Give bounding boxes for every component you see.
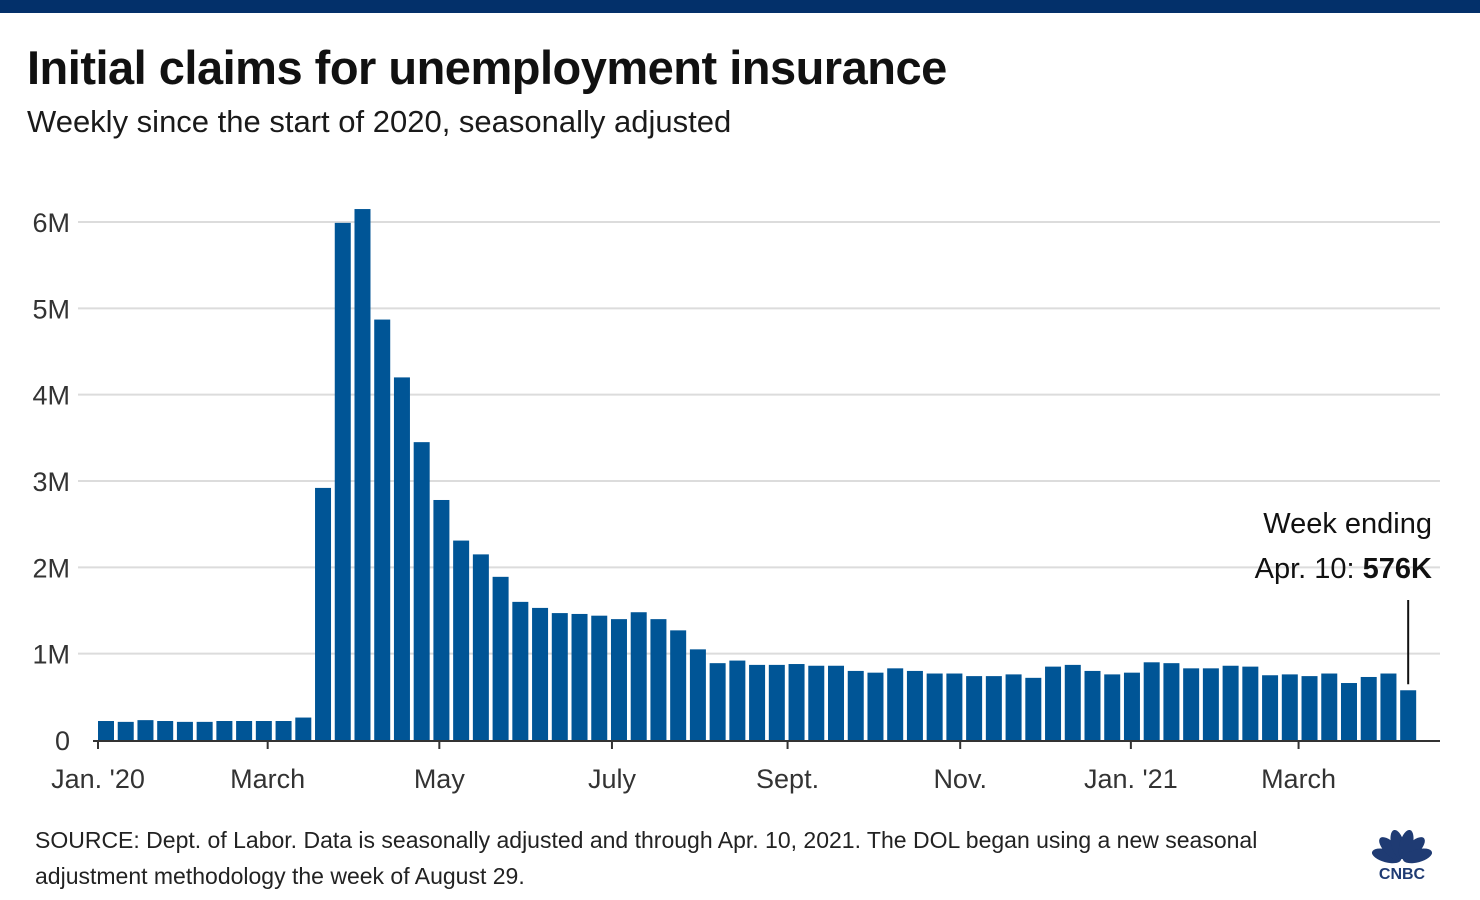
bar [1380,673,1397,740]
bar [157,721,174,740]
x-tick-label: Jan. '21 [1084,764,1178,794]
bar [117,721,134,740]
bar [966,676,983,740]
annotation-date: Apr. 10: [1255,553,1363,585]
bar [808,665,825,740]
bar [374,319,391,740]
bar [334,222,351,741]
y-tick-label: 1M [32,640,70,670]
bar [1084,670,1101,740]
chart-title: Initial claims for unemployment insuranc… [27,41,947,94]
x-tick-label: July [588,764,637,794]
annotation-value: 576K [1363,553,1432,585]
x-tick-label: May [414,764,466,794]
bar [650,619,667,740]
y-axis-ticks: 0 1M 2M 3M 4M 5M 6M [32,208,70,756]
bar [551,613,568,740]
peacock-feathers-icon [1371,829,1433,864]
bar [709,663,726,740]
bar [1183,668,1200,740]
logo-text: CNBC [1379,866,1426,882]
top-brand-bar [0,0,1480,13]
bar [670,630,687,740]
bar [1321,673,1338,740]
bar [906,670,923,740]
gridlines [78,221,1440,655]
bar [433,499,450,740]
bar [946,673,963,740]
bar [453,540,470,740]
bar [847,670,864,740]
bar [1005,674,1022,740]
bar [788,664,805,740]
bar [1301,676,1318,740]
bar [1360,676,1377,740]
bar [887,668,904,740]
bar [749,664,766,740]
y-tick-label: 2M [32,553,70,583]
bar [512,601,529,740]
bar [1163,663,1180,740]
annotation-line-1: Week ending [1263,508,1432,540]
bar [1045,666,1062,740]
bar [1123,672,1140,740]
bar [1143,662,1160,740]
annotation-line-2: Apr. 10: 576K [1255,553,1432,585]
bar [630,612,647,740]
bar [315,487,332,740]
bar [1222,665,1239,740]
chart-subtitle: Weekly since the start of 2020, seasonal… [27,104,732,139]
y-tick-label: 4M [32,381,70,411]
bar [255,721,272,740]
bar [591,615,608,740]
bar [472,554,489,740]
x-tick-label: Nov. [933,764,987,794]
bar [295,717,312,740]
bar [393,377,410,740]
bar [985,676,1002,740]
bar [926,673,943,740]
bar [1104,674,1121,740]
y-tick-label: 3M [32,467,70,497]
bar [768,664,785,740]
bar [354,209,371,741]
cnbc-peacock-logo-icon: CNBC [1371,829,1433,882]
x-tick-label: Jan. '20 [51,764,145,794]
bar [413,442,430,740]
bar [1064,664,1081,740]
bar [216,721,233,740]
bar [1025,677,1042,740]
bar [137,720,154,740]
bar [1400,690,1417,740]
bar [1340,683,1357,740]
peacock-feather [1402,848,1433,864]
bar [532,607,549,740]
bar [275,721,292,740]
x-axis-ticks: Jan. '20 March May July Sept. Nov. Jan. '21 Mar… [51,742,1336,794]
bar [1281,674,1298,740]
source-note: SOURCE: Dept. of Labor. Data is seasonal… [35,827,1258,889]
bar [236,721,253,740]
x-tick-label: Sept. [756,764,819,794]
bar [610,619,627,740]
bar [98,721,114,740]
y-tick-label: 5M [32,294,70,324]
bar [196,721,213,740]
y-tick-label: 0 [55,726,70,756]
bar [1202,668,1219,740]
x-tick-label: March [1261,764,1336,794]
bar [828,665,845,740]
bars [98,209,1417,741]
y-tick-label: 6M [32,208,70,238]
bar [176,721,193,740]
bar [571,613,588,740]
bar [729,660,746,740]
bar [867,672,884,740]
x-tick-label: March [230,764,305,794]
bar [492,576,509,740]
bar [689,649,706,740]
bar [1262,675,1279,740]
bar [1242,666,1259,740]
